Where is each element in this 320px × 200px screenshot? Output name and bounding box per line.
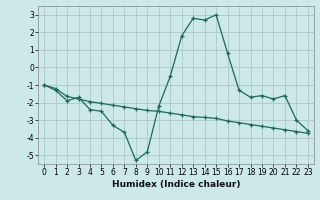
X-axis label: Humidex (Indice chaleur): Humidex (Indice chaleur) [112, 180, 240, 189]
